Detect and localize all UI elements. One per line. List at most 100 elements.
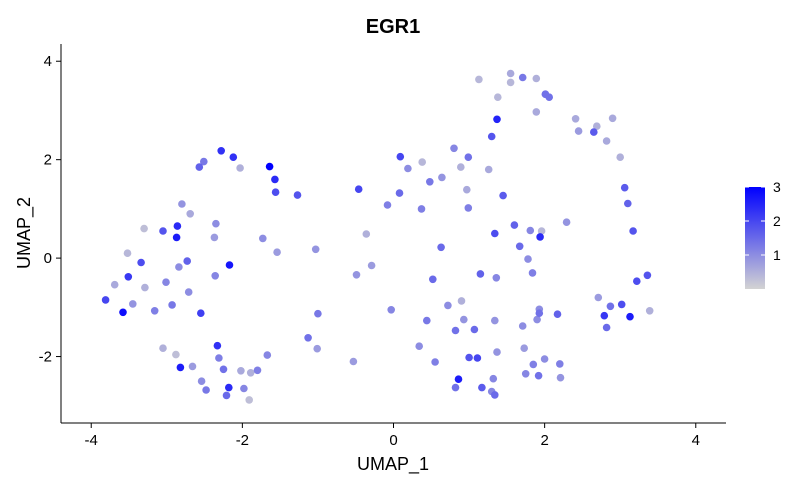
cell-point: [246, 369, 255, 377]
cell-point: [643, 271, 652, 280]
cell-point: [464, 153, 473, 161]
cell-point: [176, 363, 185, 372]
y-tick-label: -2: [39, 349, 52, 366]
cell-point: [487, 132, 496, 141]
cell-point: [293, 191, 302, 199]
cell-point: [313, 344, 322, 353]
cell-point: [245, 396, 253, 404]
cell-point: [608, 114, 617, 123]
cell-point: [620, 183, 629, 192]
cell-point: [184, 288, 193, 296]
cell-point: [529, 360, 538, 369]
cell-point: [222, 391, 231, 400]
cell-point: [633, 277, 641, 286]
cell-point: [101, 296, 110, 304]
cell-point: [510, 221, 519, 229]
cell-point: [404, 164, 412, 173]
x-tick-label: 2: [540, 432, 548, 449]
cell-point: [173, 222, 182, 230]
cell-point: [183, 257, 191, 265]
x-tick-label: -4: [85, 432, 98, 449]
cell-point: [450, 144, 458, 153]
cell-point: [532, 74, 541, 83]
cell-point: [515, 242, 524, 251]
cell-point: [217, 147, 225, 155]
cell-point: [236, 164, 244, 172]
cell-point: [444, 301, 452, 310]
cell-point: [438, 173, 446, 182]
y-tick-label: 0: [44, 250, 52, 267]
cell-point: [237, 367, 245, 375]
cell-point: [534, 371, 543, 380]
y-tick-label: 2: [44, 152, 52, 169]
cell-point: [520, 344, 528, 353]
cell-point: [418, 158, 427, 166]
cell-point: [211, 272, 219, 280]
cell-point: [528, 269, 537, 277]
chart-title: EGR1: [366, 16, 420, 38]
cell-point: [540, 355, 549, 363]
cell-point: [492, 274, 501, 282]
cell-point: [417, 205, 426, 213]
plot-area: -4 -2 0 2 4 -2 0 2 4: [39, 44, 726, 449]
cell-point: [451, 326, 460, 335]
cell-point: [499, 191, 507, 200]
cell-point: [571, 115, 580, 123]
cell-point: [225, 383, 233, 392]
cell-point: [629, 227, 637, 235]
cell-point: [491, 391, 499, 399]
cell-point: [574, 127, 583, 135]
cell-point: [545, 93, 553, 101]
points-layer: [101, 69, 654, 404]
cell-point: [518, 322, 527, 330]
cell-point: [168, 301, 176, 309]
cell-point: [210, 233, 219, 242]
cell-point: [195, 163, 204, 171]
colorbar-tick-label: 1: [773, 247, 781, 263]
cell-point: [415, 342, 424, 351]
cell-point: [562, 218, 571, 226]
cell-point: [521, 370, 530, 378]
cell-point: [213, 341, 222, 350]
cell-point: [590, 128, 598, 136]
cell-point: [129, 300, 137, 308]
x-ticks: -4 -2 0 2 4: [85, 423, 700, 449]
cell-point: [437, 243, 445, 252]
cell-point: [225, 261, 234, 269]
cell-point: [150, 307, 159, 315]
cell-point: [271, 175, 279, 184]
cell-point: [617, 300, 626, 309]
cell-point: [172, 233, 181, 242]
colorbar-gradient: [745, 187, 765, 289]
cell-point: [470, 325, 479, 334]
cell-point: [197, 309, 205, 318]
cell-point: [506, 69, 515, 78]
x-tick-label: 4: [692, 432, 700, 449]
cell-point: [491, 316, 499, 325]
cell-point: [460, 315, 468, 324]
cell-point: [265, 162, 274, 171]
cell-point: [314, 309, 322, 318]
cell-point: [645, 307, 654, 315]
cell-point: [463, 185, 471, 194]
cell-point: [259, 234, 267, 243]
cell-point: [423, 316, 431, 325]
cell-point: [119, 308, 127, 317]
cell-point: [454, 375, 463, 384]
cell-point: [429, 275, 437, 284]
cell-point: [240, 384, 248, 393]
cell-point: [532, 108, 541, 116]
cell-point: [494, 93, 502, 101]
cell-point: [465, 353, 473, 362]
cell-point: [172, 350, 180, 359]
cell-point: [178, 200, 186, 208]
cell-point: [253, 366, 262, 375]
cell-point: [556, 360, 564, 368]
cell-point: [140, 224, 148, 233]
cell-point: [159, 344, 167, 353]
cell-point: [606, 302, 615, 311]
cell-point: [175, 263, 183, 271]
cell-point: [602, 323, 611, 332]
y-tick-label: 4: [44, 53, 52, 70]
cell-point: [493, 115, 501, 124]
